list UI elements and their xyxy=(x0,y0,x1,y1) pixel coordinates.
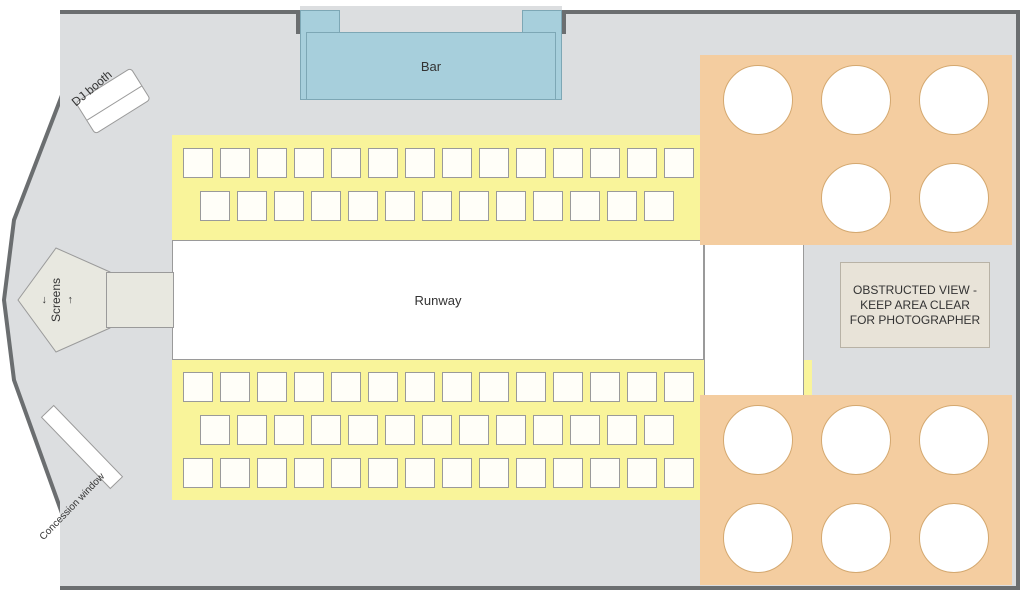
round-table-top xyxy=(821,65,891,135)
seat-bottom xyxy=(220,372,250,402)
obstructed-view-box: OBSTRUCTED VIEW - KEEP AREA CLEAR FOR PH… xyxy=(840,262,990,348)
round-table-bottom xyxy=(723,405,793,475)
bar-wall-l xyxy=(296,10,300,34)
seat-bottom xyxy=(644,415,674,445)
seat-bottom xyxy=(294,458,324,488)
round-table-bottom xyxy=(821,405,891,475)
seat-top xyxy=(533,191,563,221)
bar-wall-r xyxy=(562,10,566,34)
seat-top xyxy=(627,148,657,178)
seat-bottom xyxy=(405,458,435,488)
seat-bottom xyxy=(459,415,489,445)
seat-top xyxy=(496,191,526,221)
seat-bottom xyxy=(385,415,415,445)
round-table-bottom xyxy=(919,405,989,475)
bar-main: Bar xyxy=(306,32,556,100)
seat-top xyxy=(553,148,583,178)
seat-bottom xyxy=(257,372,287,402)
seat-bottom xyxy=(479,372,509,402)
seat-bottom xyxy=(590,458,620,488)
seat-bottom xyxy=(664,372,694,402)
seat-top xyxy=(422,191,452,221)
seat-bottom xyxy=(570,415,600,445)
seat-bottom xyxy=(664,458,694,488)
seat-top xyxy=(331,148,361,178)
seat-top xyxy=(442,148,472,178)
runway: Runway xyxy=(172,240,704,360)
seat-bottom xyxy=(311,415,341,445)
seat-top xyxy=(479,148,509,178)
round-table-bottom xyxy=(919,503,989,573)
seat-bottom xyxy=(331,372,361,402)
seat-bottom xyxy=(274,415,304,445)
seat-top xyxy=(590,148,620,178)
seat-bottom xyxy=(533,415,563,445)
seat-bottom xyxy=(496,415,526,445)
seat-bottom xyxy=(553,458,583,488)
seat-bottom xyxy=(627,458,657,488)
seat-top xyxy=(348,191,378,221)
round-table-bottom xyxy=(821,503,891,573)
screens-label: ←Screens→ xyxy=(21,290,91,310)
seat-top xyxy=(570,191,600,221)
seat-bottom xyxy=(368,372,398,402)
screens-passage xyxy=(106,272,174,328)
seat-bottom xyxy=(516,372,546,402)
seat-top xyxy=(644,191,674,221)
seat-bottom xyxy=(331,458,361,488)
seat-top xyxy=(607,191,637,221)
round-table-bottom xyxy=(723,503,793,573)
seat-bottom xyxy=(479,458,509,488)
seat-bottom xyxy=(422,415,452,445)
seat-bottom xyxy=(405,372,435,402)
seat-bottom xyxy=(220,458,250,488)
seat-bottom xyxy=(237,415,267,445)
seat-top xyxy=(294,148,324,178)
seat-bottom xyxy=(590,372,620,402)
seat-top xyxy=(459,191,489,221)
seat-bottom xyxy=(294,372,324,402)
seat-bottom xyxy=(348,415,378,445)
seat-top xyxy=(405,148,435,178)
seat-bottom xyxy=(200,415,230,445)
seat-top xyxy=(274,191,304,221)
round-table-top xyxy=(821,163,891,233)
round-table-top xyxy=(723,65,793,135)
round-table-top xyxy=(919,65,989,135)
seat-bottom xyxy=(442,458,472,488)
seat-top xyxy=(220,148,250,178)
seat-bottom xyxy=(442,372,472,402)
seat-bottom xyxy=(607,415,637,445)
seat-bottom xyxy=(368,458,398,488)
seat-top xyxy=(664,148,694,178)
seat-top xyxy=(516,148,546,178)
seat-bottom xyxy=(257,458,287,488)
seat-top xyxy=(368,148,398,178)
seat-bottom xyxy=(553,372,583,402)
round-table-top xyxy=(919,163,989,233)
seat-bottom xyxy=(627,372,657,402)
seat-top xyxy=(311,191,341,221)
seat-top xyxy=(385,191,415,221)
seat-top xyxy=(257,148,287,178)
seat-top xyxy=(237,191,267,221)
seat-bottom xyxy=(516,458,546,488)
seat-top xyxy=(200,191,230,221)
